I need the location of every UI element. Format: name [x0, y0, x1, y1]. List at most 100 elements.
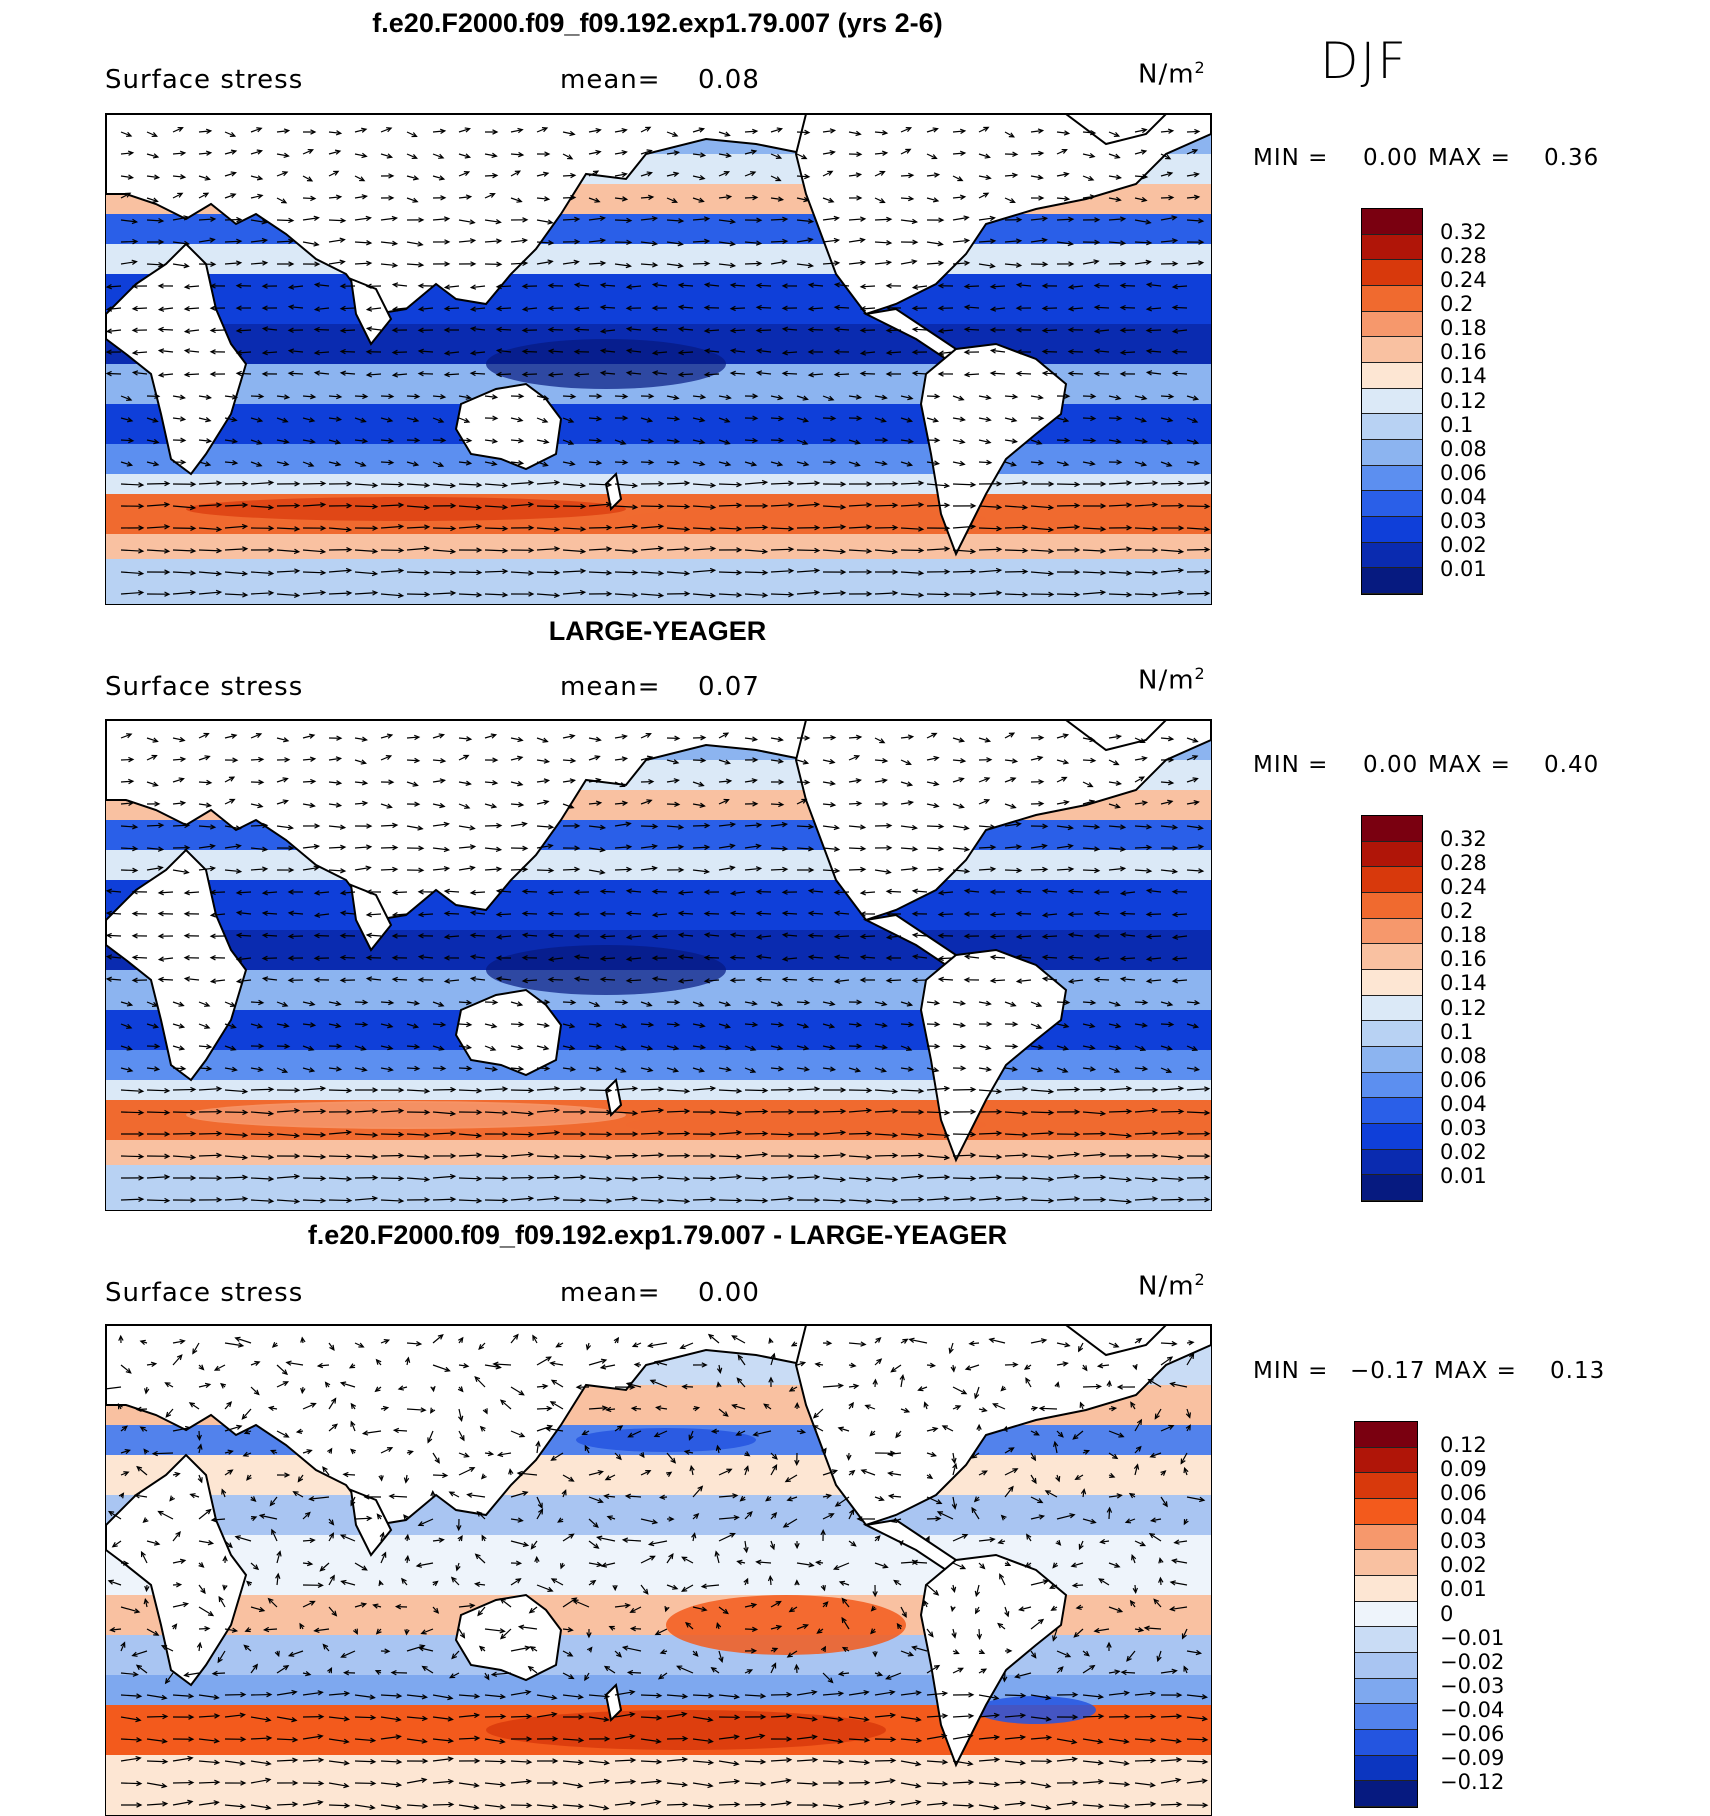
panel-2-mean-value: 0.07 [698, 672, 760, 702]
wind-vector [563, 1156, 585, 1157]
stress-band [106, 1050, 1211, 1080]
wind-vector [511, 869, 527, 870]
wind-vector [875, 1155, 897, 1156]
wind-vector [745, 572, 767, 573]
wind-vector [1161, 1199, 1183, 1200]
wind-vector [1057, 1089, 1079, 1090]
colorbar-swatch [1362, 919, 1422, 945]
wind-vector [797, 1156, 819, 1157]
wind-vector [537, 870, 553, 871]
wind-vector [303, 483, 325, 484]
panel-2-title: LARGE-YEAGER [105, 616, 1210, 647]
wind-vector [251, 1134, 273, 1135]
wind-vector [615, 220, 631, 221]
wind-vector [745, 1090, 767, 1091]
wind-vector [823, 1111, 845, 1112]
wind-vector [693, 263, 709, 264]
colorbar-swatch [1362, 970, 1422, 996]
panel-3-min-label: MIN = [1253, 1358, 1328, 1384]
wind-vector [615, 572, 637, 573]
wind-vector [381, 847, 397, 848]
wind-vector [719, 505, 741, 506]
wind-vector [1005, 527, 1027, 528]
stress-patch [486, 339, 726, 389]
stress-band [106, 244, 1211, 274]
stress-patch [486, 945, 726, 995]
wind-vector [121, 1112, 143, 1113]
wind-vector [641, 1177, 663, 1178]
colorbar-swatch [1362, 1073, 1422, 1099]
wind-vector [329, 1156, 351, 1157]
colorbar-swatch [1362, 235, 1422, 261]
wind-vector [745, 1178, 767, 1179]
wind-vector [173, 1112, 195, 1113]
wind-vector [745, 1133, 767, 1134]
wind-vector [251, 1089, 273, 1090]
wind-vector [147, 483, 169, 484]
panel-1-mean-value: 0.08 [698, 65, 760, 95]
stress-patch [666, 1595, 906, 1655]
stress-band [106, 1455, 1211, 1495]
colorbar-swatch [1362, 1047, 1422, 1073]
colorbar-swatch [1362, 1175, 1422, 1201]
wind-vector [485, 528, 507, 529]
colorbar-swatch [1362, 414, 1422, 440]
wind-vector [771, 594, 793, 595]
wind-vector [719, 1200, 741, 1201]
wind-vector [1057, 505, 1079, 506]
panel-2-colorbar [1361, 815, 1423, 1202]
colorbar-swatch [1362, 1098, 1422, 1124]
panel-2-min-label: MIN = [1253, 752, 1328, 778]
wind-vector [1005, 550, 1027, 551]
wind-vector [1031, 869, 1047, 870]
stress-band [106, 444, 1211, 474]
wind-vector [537, 506, 559, 507]
colorbar-swatch [1362, 440, 1422, 466]
wind-vector [641, 826, 657, 827]
panel-3-min-value: −0.17 [1350, 1358, 1425, 1384]
wind-vector [1005, 571, 1027, 572]
wind-vector [381, 1134, 403, 1135]
panel-3-variable: Surface stress [105, 1278, 303, 1308]
stress-band [106, 880, 1211, 930]
stress-band [106, 1635, 1211, 1675]
colorbar-swatch [1362, 312, 1422, 338]
wind-vector [745, 527, 767, 528]
wind-vector [953, 1134, 975, 1135]
wind-vector [381, 1155, 403, 1156]
panel-1-mean-label: mean= [560, 65, 661, 95]
stress-band [106, 850, 1211, 880]
colorbar-swatch [1362, 867, 1422, 893]
panel-2-min-value: 0.00 [1363, 752, 1418, 778]
wind-vector [1161, 1111, 1183, 1112]
wind-vector [745, 1200, 767, 1201]
wind-vector [771, 549, 793, 550]
colorbar-swatch [1362, 337, 1422, 363]
season-label: DJF [1320, 32, 1408, 90]
stress-band [106, 1755, 1211, 1815]
wind-vector [1083, 1386, 1101, 1387]
wind-vector [1187, 593, 1209, 594]
panel-1-min-value: 0.00 [1363, 145, 1418, 171]
wind-vector [953, 1089, 975, 1090]
wind-vector [1083, 1089, 1105, 1090]
panel-3-max-value: 0.13 [1550, 1358, 1605, 1384]
colorbar-swatch [1362, 389, 1422, 415]
colorbar-swatch [1362, 517, 1422, 543]
wind-vector [745, 1111, 767, 1112]
wind-vector [979, 549, 1001, 550]
wind-vector [329, 1200, 351, 1201]
wind-vector [1109, 263, 1125, 264]
wind-vector [485, 571, 507, 572]
wind-vector [1109, 1111, 1131, 1112]
wind-vector [329, 1090, 351, 1091]
wind-vector [147, 1112, 169, 1113]
panel-3-mean-value: 0.00 [698, 1278, 760, 1308]
wind-vector [1083, 870, 1099, 871]
wind-vector [693, 1199, 715, 1200]
wind-vector [303, 1200, 325, 1201]
wind-vector [875, 505, 897, 506]
wind-vector [615, 869, 631, 870]
wind-vector [693, 825, 709, 826]
wind-vector [797, 550, 819, 551]
